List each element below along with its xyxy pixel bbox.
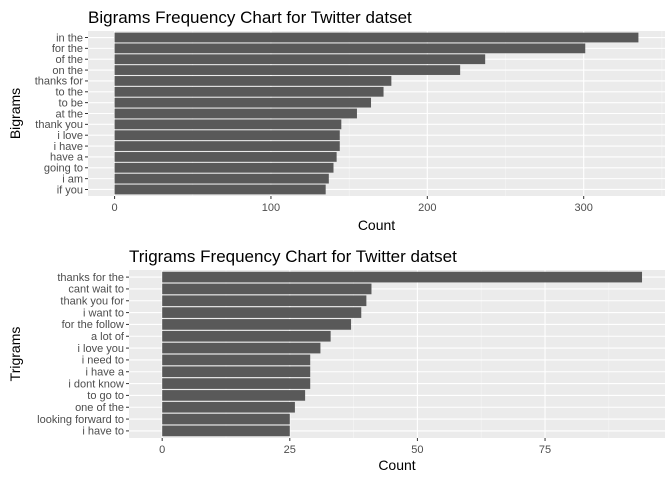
chart-title: Trigrams Frequency Chart for Twitter dat… (129, 247, 457, 266)
bigrams-chart: Bigrams Frequency Chart for Twitter dats… (7, 8, 665, 233)
bar (114, 141, 340, 151)
bar (114, 76, 392, 86)
y-tick-label: on the (52, 65, 83, 77)
y-tick-label: i dont know (68, 378, 124, 390)
y-tick-label: if you (57, 184, 83, 196)
y-axis-label: Trigrams (7, 327, 23, 382)
bar (162, 401, 295, 413)
bar (162, 271, 643, 283)
y-tick-label: i have a (85, 367, 124, 379)
y-tick-label: at the (55, 108, 83, 120)
y-tick-label: in the (56, 32, 83, 44)
bar (162, 295, 367, 307)
y-tick-label: i want to (83, 307, 124, 319)
y-tick-label: to go to (87, 390, 124, 402)
y-tick-label: for the (52, 43, 83, 55)
x-tick-labels: 0 25 50 75 (159, 438, 551, 456)
y-tick-label: i love you (78, 343, 124, 355)
y-tick-label: i have to (82, 426, 124, 438)
bar (114, 97, 372, 108)
bar (114, 65, 461, 75)
x-tick-labels: 0 100 200 300 (112, 196, 593, 214)
y-tick-label: for the follow (62, 319, 124, 331)
bar (114, 152, 337, 162)
x-tick-label: 200 (418, 202, 436, 214)
bar (114, 173, 329, 184)
bar (114, 119, 342, 130)
y-tick-label: thanks for the (57, 272, 124, 284)
y-tick-label: i am (62, 173, 83, 185)
x-tick-label: 50 (411, 444, 423, 456)
bar (162, 283, 372, 295)
y-tick-label: i need to (82, 355, 124, 367)
bar (114, 32, 639, 43)
bar (162, 425, 290, 437)
plot-panel (129, 270, 665, 438)
x-tick-label: 300 (575, 202, 593, 214)
bar (162, 319, 352, 330)
y-tick-label: i have (54, 141, 83, 153)
bar (162, 378, 311, 389)
y-tick-label: cant wait to (68, 284, 124, 296)
bar (162, 342, 321, 354)
bar (162, 307, 362, 318)
bar (162, 354, 311, 366)
bar (162, 413, 290, 425)
x-axis-label: Count (358, 217, 395, 233)
y-tick-label: of the (55, 54, 83, 66)
x-tick-label: 25 (284, 444, 296, 456)
bar (162, 390, 306, 401)
y-tick-label: a lot of (91, 331, 125, 343)
bar (162, 330, 331, 342)
y-axis-label: Bigrams (7, 88, 23, 139)
bar (114, 86, 384, 97)
x-tick-label: 0 (112, 202, 118, 214)
bar (114, 108, 357, 119)
bar (114, 43, 586, 54)
x-tick-label: 75 (539, 444, 551, 456)
y-tick-label: looking forward to (37, 414, 124, 426)
bars (162, 271, 643, 437)
trigrams-chart: Trigrams Frequency Chart for Twitter dat… (7, 247, 665, 473)
bar (162, 366, 311, 378)
y-tick-label: going to (44, 163, 83, 175)
y-tick-label: thanks for (35, 76, 84, 88)
bar (114, 184, 326, 195)
y-tick-label: i love (57, 130, 83, 142)
bars (114, 32, 639, 195)
bar (114, 162, 334, 173)
chart-title: Bigrams Frequency Chart for Twitter dats… (88, 8, 412, 27)
bar (114, 54, 486, 65)
bar (114, 130, 340, 141)
y-tick-label: to be (59, 97, 83, 109)
y-tick-label: to the (55, 87, 83, 99)
y-tick-label: have a (50, 152, 84, 164)
y-tick-label: thank you for (60, 296, 124, 308)
y-tick-label: thank you (35, 119, 83, 131)
x-axis-label: Count (378, 457, 415, 473)
x-tick-label: 0 (159, 444, 165, 456)
y-tick-label: one of the (75, 402, 124, 414)
x-tick-label: 100 (262, 202, 280, 214)
